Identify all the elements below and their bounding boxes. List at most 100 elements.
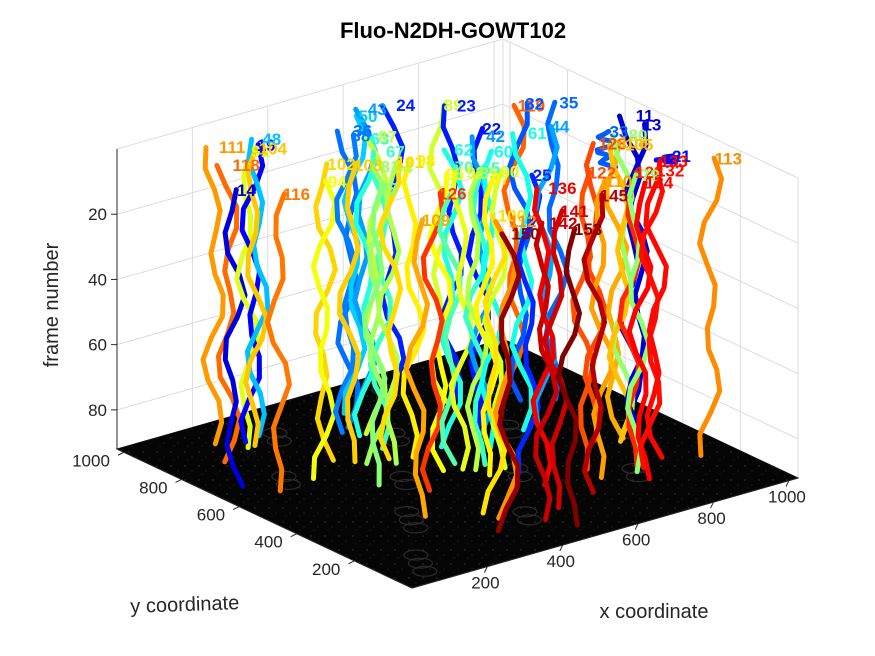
track-label-150: 150 bbox=[511, 225, 539, 244]
track-label-13: 13 bbox=[642, 115, 661, 134]
track-78 bbox=[362, 185, 388, 488]
track-label-109: 109 bbox=[422, 211, 450, 230]
track-label-61: 61 bbox=[528, 124, 547, 143]
cell-outline bbox=[403, 549, 429, 561]
chart-title: Fluo-N2DH-GOWT102 bbox=[340, 18, 566, 43]
track-132 bbox=[637, 167, 665, 471]
y-tick-label: 800 bbox=[139, 478, 167, 497]
track-48 bbox=[244, 136, 271, 439]
grid-edge bbox=[116, 38, 504, 150]
grid-line-z bbox=[116, 299, 504, 411]
grid-edge bbox=[502, 38, 799, 179]
x-tick bbox=[483, 566, 488, 573]
track-label-63: 63 bbox=[370, 130, 389, 149]
track-label-136: 136 bbox=[548, 179, 576, 198]
track-label-62: 62 bbox=[454, 141, 473, 160]
track-label-94: 94 bbox=[328, 172, 347, 191]
track-label-19: 19 bbox=[257, 136, 276, 155]
track-109 bbox=[403, 217, 430, 519]
track-142 bbox=[533, 220, 559, 523]
x-tick-label: 1000 bbox=[768, 488, 806, 507]
track-lines bbox=[200, 99, 724, 534]
x-axis-label: x coordinate bbox=[600, 601, 709, 623]
track-label-123: 123 bbox=[598, 134, 626, 153]
track-104 bbox=[243, 146, 269, 448]
z-axis-label: frame number bbox=[41, 242, 63, 367]
cell-outline bbox=[266, 435, 292, 447]
track-113 bbox=[697, 155, 724, 458]
cell-outline bbox=[512, 506, 538, 518]
track-label-113: 113 bbox=[714, 149, 741, 168]
track-label-78: 78 bbox=[379, 179, 398, 198]
track-label-116: 116 bbox=[283, 185, 310, 204]
track-116 bbox=[265, 191, 292, 494]
track-label-111: 111 bbox=[219, 138, 246, 157]
track-label-132: 132 bbox=[656, 162, 684, 181]
y-tick-label: 400 bbox=[254, 533, 282, 552]
y-tick bbox=[175, 478, 182, 483]
track-150 bbox=[495, 231, 522, 534]
track-label-112: 112 bbox=[509, 212, 536, 231]
y-tick bbox=[117, 451, 125, 456]
cell-outline bbox=[398, 514, 424, 526]
track-65 bbox=[463, 165, 490, 467]
track-label-24: 24 bbox=[396, 96, 415, 115]
track-label-32: 32 bbox=[525, 94, 544, 113]
grid-line-z bbox=[116, 103, 504, 215]
track-label-14: 14 bbox=[237, 181, 256, 200]
track-label-65: 65 bbox=[481, 159, 500, 178]
cell-outline bbox=[407, 557, 433, 569]
track-33 bbox=[594, 128, 620, 170]
track-119 bbox=[500, 102, 528, 406]
track-label-87: 87 bbox=[378, 128, 397, 147]
track-111 bbox=[200, 145, 226, 447]
track-label-22: 22 bbox=[482, 120, 501, 139]
track-label-85: 85 bbox=[479, 164, 498, 183]
track-label-81: 81 bbox=[381, 157, 400, 176]
z-tick-label: 40 bbox=[88, 270, 107, 289]
y-tick-label: 1000 bbox=[72, 451, 110, 470]
track-label-102: 102 bbox=[327, 155, 355, 174]
track-61 bbox=[509, 131, 535, 433]
x-tick-label: 400 bbox=[547, 552, 575, 571]
track-94 bbox=[310, 178, 338, 481]
track-label-44: 44 bbox=[550, 118, 569, 137]
y-tick bbox=[232, 506, 240, 511]
track-122 bbox=[570, 169, 596, 472]
track-label-133: 133 bbox=[660, 152, 688, 171]
track-label-21: 21 bbox=[672, 147, 691, 166]
x-axis-line bbox=[411, 477, 799, 589]
track-label-43: 43 bbox=[368, 100, 387, 119]
x-tick-label: 800 bbox=[697, 509, 725, 528]
track-108 bbox=[604, 139, 630, 441]
track-label-110: 110 bbox=[605, 172, 632, 191]
track-123 bbox=[582, 141, 609, 443]
y-tick-label: 600 bbox=[197, 506, 225, 525]
x-tick-label: 600 bbox=[622, 531, 650, 550]
track-101 bbox=[377, 159, 404, 462]
cell-outline bbox=[412, 565, 438, 577]
track-label-48: 48 bbox=[262, 130, 281, 149]
track-label-153: 153 bbox=[574, 220, 602, 239]
cell-outline bbox=[516, 514, 543, 526]
track-label-23: 23 bbox=[457, 96, 476, 115]
track-label-104: 104 bbox=[259, 140, 288, 159]
track-label-42: 42 bbox=[486, 127, 505, 146]
track-label-98: 98 bbox=[417, 151, 436, 170]
x-tick-label: 200 bbox=[471, 574, 499, 593]
track-label-50: 50 bbox=[359, 107, 378, 126]
track-label-126: 126 bbox=[438, 184, 466, 203]
track-label-118: 118 bbox=[233, 156, 260, 175]
z-tick-label: 80 bbox=[88, 401, 107, 420]
track-label-36: 36 bbox=[353, 122, 372, 141]
track-98 bbox=[400, 158, 427, 460]
cell-outline bbox=[394, 506, 420, 518]
cell-outline bbox=[403, 522, 429, 534]
track-label-141: 141 bbox=[560, 202, 588, 221]
track-label-60: 60 bbox=[494, 142, 513, 161]
track-92 bbox=[448, 170, 474, 472]
track-label-25: 25 bbox=[533, 166, 552, 185]
track-label-35: 35 bbox=[559, 93, 578, 112]
track-label-103: 103 bbox=[354, 156, 382, 175]
